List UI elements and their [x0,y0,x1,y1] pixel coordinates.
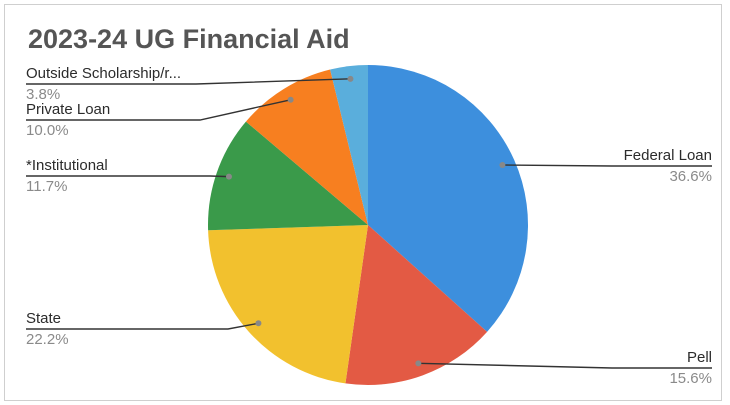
slice-percent-institutional: 11.7% [26,178,67,195]
leader-line-private-loan [26,99,291,121]
pie-slice-private-loan [245,69,368,225]
slice-percent-state: 22.2% [26,331,69,348]
leader-dot-federal-loan [499,162,506,169]
leader-line-state [26,322,259,330]
slice-percent-private-loan: 10.0% [26,122,69,139]
slice-label-outside-scholarship-r: Outside Scholarship/r... [26,65,181,82]
slice-label-institutional: *Institutional [26,157,108,174]
leader-dot-state [255,320,262,327]
pie-slice-federal-loan [368,65,529,332]
slice-percent-pell: 15.6% [669,370,712,387]
slice-label-federal-loan: Federal Loan [624,147,712,164]
leader-line-pell [418,362,712,369]
slice-percent-outside-scholarship-r: 3.8% [26,86,60,103]
slice-label-pell: Pell [687,349,712,366]
slice-label-state: State [26,310,61,327]
leader-line-federal-loan [502,164,712,167]
slice-label-private-loan: Private Loan [26,101,110,118]
pie-slice-state [208,225,368,384]
chart-title: 2023-24 UG Financial Aid [28,24,350,54]
slice-percent-federal-loan: 36.6% [669,168,712,185]
leader-dot-institutional [225,173,232,180]
leader-dot-pell [415,360,422,367]
leader-line-institutional [26,175,230,178]
leader-dot-outside-scholarship-r [347,75,354,82]
pie-slices [208,65,529,385]
pie-slice-pell [345,225,488,385]
leader-dot-private-loan [287,96,294,103]
pie-labels: Federal Loan 36.6% Pell 15.6% State 22.2% *Ins… [26,65,712,387]
leader-line-outside-scholarship-r [26,78,351,85]
pie-slice-outside-scholarship-r [330,65,368,225]
pie-slice-institutional [208,121,368,231]
